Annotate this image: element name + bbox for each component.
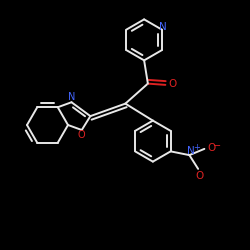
Text: N: N bbox=[187, 146, 194, 156]
Text: N: N bbox=[68, 92, 75, 102]
Text: −: − bbox=[213, 141, 222, 151]
Text: O: O bbox=[78, 130, 86, 140]
Text: +: + bbox=[194, 142, 200, 152]
Text: O: O bbox=[168, 78, 176, 88]
Text: O: O bbox=[195, 171, 203, 181]
Text: O: O bbox=[207, 142, 216, 152]
Text: N: N bbox=[159, 22, 167, 32]
